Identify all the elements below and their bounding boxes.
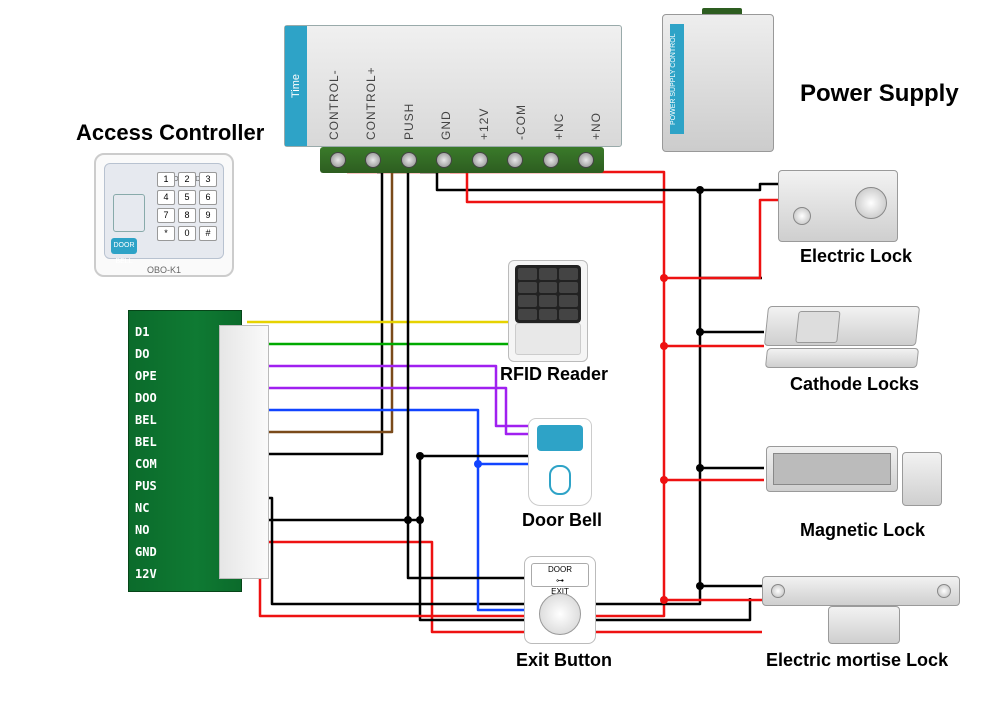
label-electric-lock: Electric Lock [800, 246, 912, 267]
mortise-lock-faceplate [762, 576, 960, 606]
pcb-board: D1DOOPEDOOBELBELCOMPUSNCNOGND12V [128, 310, 242, 592]
rfid-reader [508, 260, 588, 362]
controller-module: Time CONTROL-CONTROL+PUSHGND+12V-COM+NC+… [284, 25, 622, 147]
pcb-pin-labels: D1DOOPEDOOBELBELCOMPUSNCNOGND12V [135, 321, 157, 585]
controller-side-label: Time [285, 26, 307, 146]
exit-button-device: DOOR⊶EXIT [524, 556, 596, 644]
label-rfid-reader: RFID Reader [500, 364, 608, 385]
access-controller-device: OBO HANDS 123456789*0# DOOR BELL OBO-K1 [94, 153, 234, 277]
power-supply: POWER SUPPLY CONTROL [662, 14, 774, 152]
access-model: OBO-K1 [94, 265, 234, 275]
mortise-lock-body [828, 606, 900, 644]
cathode-lock-plate [765, 348, 919, 368]
electric-lock [778, 170, 898, 242]
doorbell-button-label: DOOR BELL [111, 238, 137, 254]
rfid-icon [113, 194, 145, 232]
cathode-lock [764, 306, 920, 346]
label-access-controller: Access Controller [76, 120, 264, 146]
magnetic-lock-armature [902, 452, 942, 506]
controller-terminal-strip [320, 147, 604, 173]
controller-pin-labels: CONTROL-CONTROL+PUSHGND+12V-COM+NC+NO [315, 34, 615, 140]
pcb-connector [219, 325, 269, 579]
magnetic-lock [766, 446, 898, 492]
label-cathode-locks: Cathode Locks [790, 374, 919, 395]
label-magnetic-lock: Magnetic Lock [800, 520, 925, 541]
psu-side-label: POWER SUPPLY CONTROL [670, 24, 684, 134]
label-power-supply: Power Supply [800, 80, 959, 108]
door-bell [528, 418, 592, 506]
label-mortise-lock: Electric mortise Lock [766, 650, 948, 671]
label-door-bell: Door Bell [522, 510, 602, 531]
exit-plate-text: DOOR⊶EXIT [531, 563, 589, 587]
label-exit-button: Exit Button [516, 650, 612, 671]
access-keypad: 123456789*0# [157, 172, 217, 241]
